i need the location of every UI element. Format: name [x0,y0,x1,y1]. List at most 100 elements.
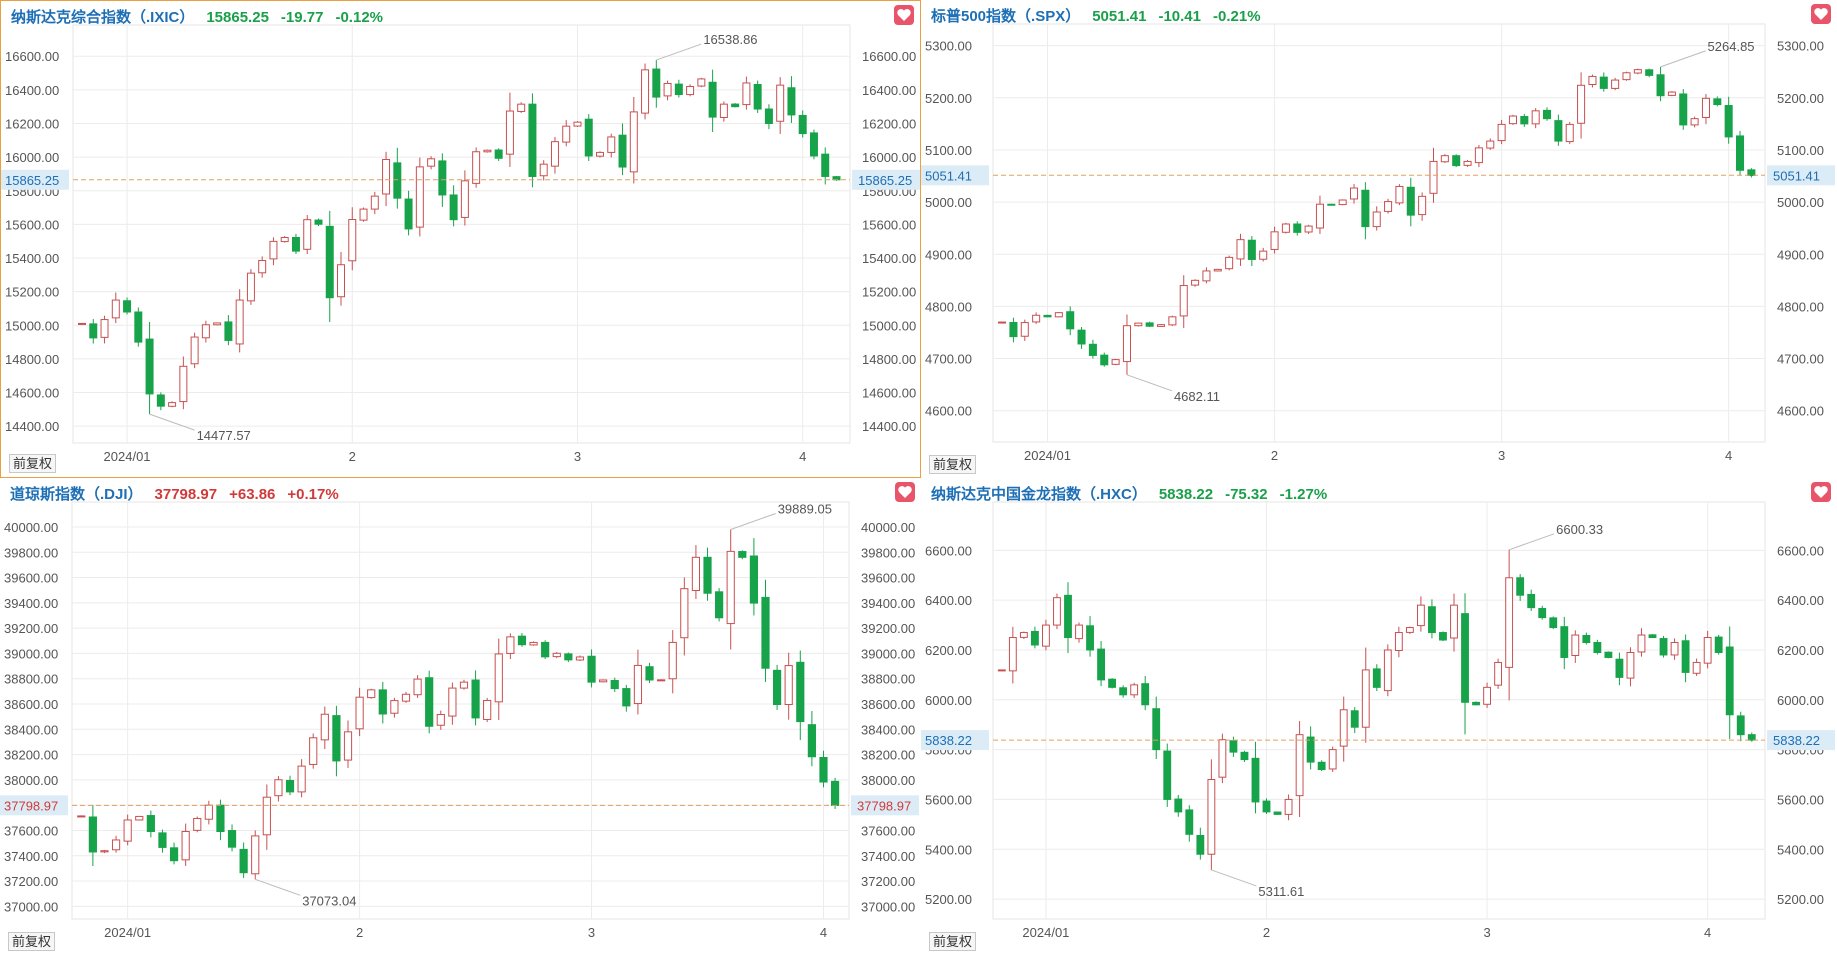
candle-body [528,103,537,177]
candle [1202,267,1211,284]
candle [1168,315,1177,327]
y-tick-left: 4900.00 [925,247,972,262]
candle [448,682,457,725]
candle [1543,107,1552,121]
candle-body [1145,322,1154,327]
candle [539,160,548,181]
candlestick-chart[interactable]: 40000.00 40000.00 39800.00 39800.00 39600.00… [0,478,921,955]
candle [1452,154,1461,168]
candle [821,147,830,185]
candle [674,79,683,98]
candle-body [449,194,458,221]
candle-body [483,149,492,153]
panel-title: 纳斯达克中国金龙指数（.HXC） 5838.22 -75.32 -1.27% [931,483,1327,504]
y-tick-right: 15600.00 [862,217,916,232]
candle-body [1681,640,1690,673]
candle-body [657,679,666,682]
adjust-mode-button[interactable]: 前复权 [9,454,57,473]
candle-body [1066,311,1075,330]
candle-body [1483,686,1491,705]
candle [564,652,573,663]
chart-panel-ixic[interactable]: 纳斯达克综合指数（.IXIC） 15865.25 -19.77 -0.12% 16600… [0,0,921,478]
chart-panel-hxc[interactable]: 纳斯达克中国金龙指数（.HXC） 5838.22 -75.32 -1.27% 6600.… [921,478,1837,955]
candle-body [753,83,762,110]
candle [123,814,132,846]
candlestick-chart[interactable]: 6600.00 6600.00 6400.00 6400.00 6200.00 6200.… [921,478,1837,955]
candle-body [573,121,582,127]
candle-body [382,158,391,195]
adjust-mode-button[interactable]: 前复权 [8,932,56,951]
candlestick-chart[interactable]: 16600.00 16600.00 16400.00 16400.00 16200.00… [1,1,922,479]
candle [401,691,411,703]
candle [550,136,559,174]
candle [1019,631,1028,640]
candle [204,800,213,825]
adjust-mode-button[interactable]: 前复权 [929,455,977,474]
candlestick-chart[interactable]: 5300.00 5300.00 5200.00 5200.00 5100.00 5100.… [921,0,1837,478]
candle-body [134,311,143,343]
candle-body [471,679,480,719]
candle [1174,794,1183,817]
y-tick-right: 40000.00 [861,520,915,535]
candle [1130,682,1139,699]
candle-body [1428,606,1436,634]
candle [1622,71,1631,81]
candle-body [610,679,619,690]
candle-body [1262,800,1271,813]
candle [1383,644,1392,697]
candle-body [1667,91,1676,96]
candle-body [505,110,514,155]
candle [169,842,179,865]
price-tag-bg [1767,730,1835,751]
candle-body [1429,160,1438,194]
candle [1236,233,1245,266]
candle [111,835,121,853]
candle-body [1439,632,1447,641]
candle [1372,664,1381,692]
y-tick-left: 15200.00 [5,285,59,300]
adjust-mode-button[interactable]: 前复权 [929,932,977,951]
candle [201,320,210,343]
candle-body [1713,98,1722,106]
candle-body [1486,140,1495,149]
candle [291,233,300,254]
candle-body [320,713,329,741]
candle-body [1582,634,1591,644]
candle-body [1064,594,1072,639]
candle [1463,160,1472,167]
candle [1604,651,1613,659]
candle-body [715,591,724,619]
price-change: -75.32 [1225,486,1268,503]
candle [303,214,312,255]
candle [652,60,661,108]
candle [100,849,109,854]
y-tick-right: 6200.00 [1777,643,1824,658]
chart-panel-dji[interactable]: 道琼斯指数（.DJI） 37798.97 +63.86 +0.17% 40000.00 4… [0,478,921,955]
candle-body [1571,634,1580,656]
candle-body [1494,661,1503,686]
candle-body [1701,97,1710,118]
candle-body [459,681,469,689]
candle [297,759,306,798]
heart-icon[interactable] [1811,482,1831,502]
candle-body [1626,651,1635,679]
chart-panel-spx[interactable]: 标普500指数（.SPX） 5051.41 -10.41 -0.21% 5300.00 5… [921,0,1837,478]
heart-icon[interactable] [895,482,915,502]
y-tick-right: 38600.00 [861,697,915,712]
heart-icon[interactable] [1811,4,1831,24]
candle [997,669,1006,672]
candle [1008,626,1017,684]
y-tick-right: 16600.00 [862,49,916,64]
candle [528,93,537,188]
candle [1361,182,1370,240]
candle-body [742,82,751,106]
candle-body [539,163,548,177]
candle [1508,114,1517,125]
heart-icon[interactable] [894,5,914,25]
candle-body [1042,624,1050,647]
candle [562,120,571,147]
candle-body [764,108,773,124]
y-tick-left: 5300.00 [925,39,972,54]
candle [618,123,627,176]
candle [1659,635,1668,658]
